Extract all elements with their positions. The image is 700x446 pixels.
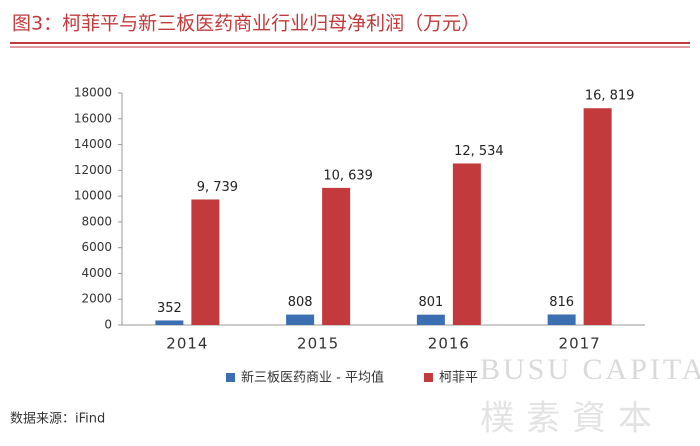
bar	[191, 199, 220, 325]
y-tick-label: 10000	[74, 189, 112, 203]
value-label: 808	[288, 295, 313, 310]
bar	[322, 187, 351, 325]
legend-swatch	[226, 373, 235, 382]
bar	[583, 108, 612, 326]
y-tick-label: 8000	[81, 214, 112, 228]
x-tick-label: 2014	[166, 335, 208, 353]
y-tick-label: 0	[104, 318, 112, 332]
value-label: 12, 534	[454, 144, 504, 159]
chart-title: 图3：柯菲平与新三板医药商业行业归母净利润（万元）	[12, 13, 480, 35]
bar	[547, 314, 576, 325]
value-label: 16, 819	[585, 89, 635, 104]
source: 数据来源：iFind	[10, 412, 105, 427]
value-label: 352	[157, 301, 182, 316]
bar	[452, 163, 481, 325]
x-tick-label: 2015	[297, 335, 339, 353]
value-label: 10, 639	[323, 168, 373, 183]
watermark: BUSU CAPITAL	[480, 353, 700, 386]
y-tick-label: 4000	[81, 266, 112, 280]
y-tick-label: 6000	[81, 240, 112, 254]
x-tick-label: 2017	[559, 335, 601, 353]
legend-label: 柯菲平	[439, 371, 478, 386]
y-tick-label: 18000	[74, 86, 112, 100]
value-label: 816	[549, 295, 574, 310]
y-tick-label: 2000	[81, 292, 112, 306]
bar	[286, 314, 315, 325]
value-label: 801	[418, 295, 443, 310]
legend-swatch	[423, 373, 433, 382]
legend-label: 新三板医药商业 - 平均值	[241, 370, 384, 386]
bar	[155, 320, 184, 325]
y-tick-label: 16000	[74, 111, 112, 125]
x-tick-label: 2016	[428, 335, 470, 353]
bar	[416, 314, 445, 325]
y-tick-label: 14000	[74, 137, 112, 151]
value-label: 9, 739	[197, 180, 238, 195]
y-tick-label: 12000	[74, 163, 112, 177]
watermark: 樸素資本	[480, 399, 664, 439]
